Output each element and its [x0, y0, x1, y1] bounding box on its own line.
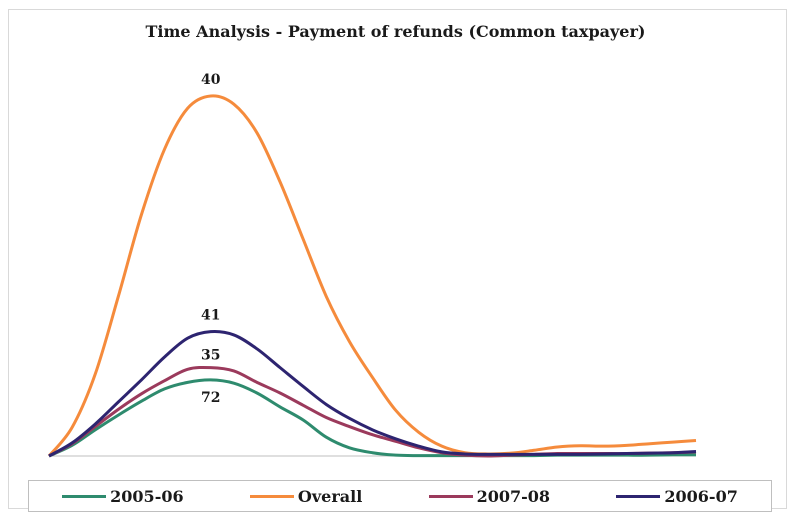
- chart-frame: [8, 9, 787, 509]
- chart-title: Time Analysis - Payment of refunds (Comm…: [145, 22, 646, 41]
- legend-swatch: [616, 494, 661, 498]
- legend-swatch: [428, 494, 473, 498]
- data-label-Overall: 40: [201, 72, 221, 88]
- series-line-Overall: [47, 94, 697, 457]
- legend-label: 2007-08: [476, 486, 551, 506]
- series-line-2006-07: [48, 330, 697, 458]
- data-label-2007-08: 35: [201, 348, 220, 364]
- legend-item-2006-07: 2006-07: [616, 486, 738, 506]
- legend-swatch: [62, 494, 107, 498]
- legend-label: 2005-06: [110, 486, 184, 506]
- legend-item-2007-08: 2007-08: [428, 486, 551, 506]
- data-label-2006-07: 41: [201, 308, 220, 324]
- legend-item-Overall: Overall: [249, 486, 363, 506]
- chart-legend: 2005-06 Overall 2007-08 2006-07: [28, 480, 772, 512]
- series-line-2007-08: [48, 365, 697, 458]
- legend-label: 2006-07: [664, 486, 738, 506]
- legend-item-2005-06: 2005-06: [62, 486, 184, 506]
- legend-swatch: [249, 494, 294, 498]
- data-label-2005-06: 72: [201, 390, 220, 406]
- legend-label: Overall: [297, 486, 363, 506]
